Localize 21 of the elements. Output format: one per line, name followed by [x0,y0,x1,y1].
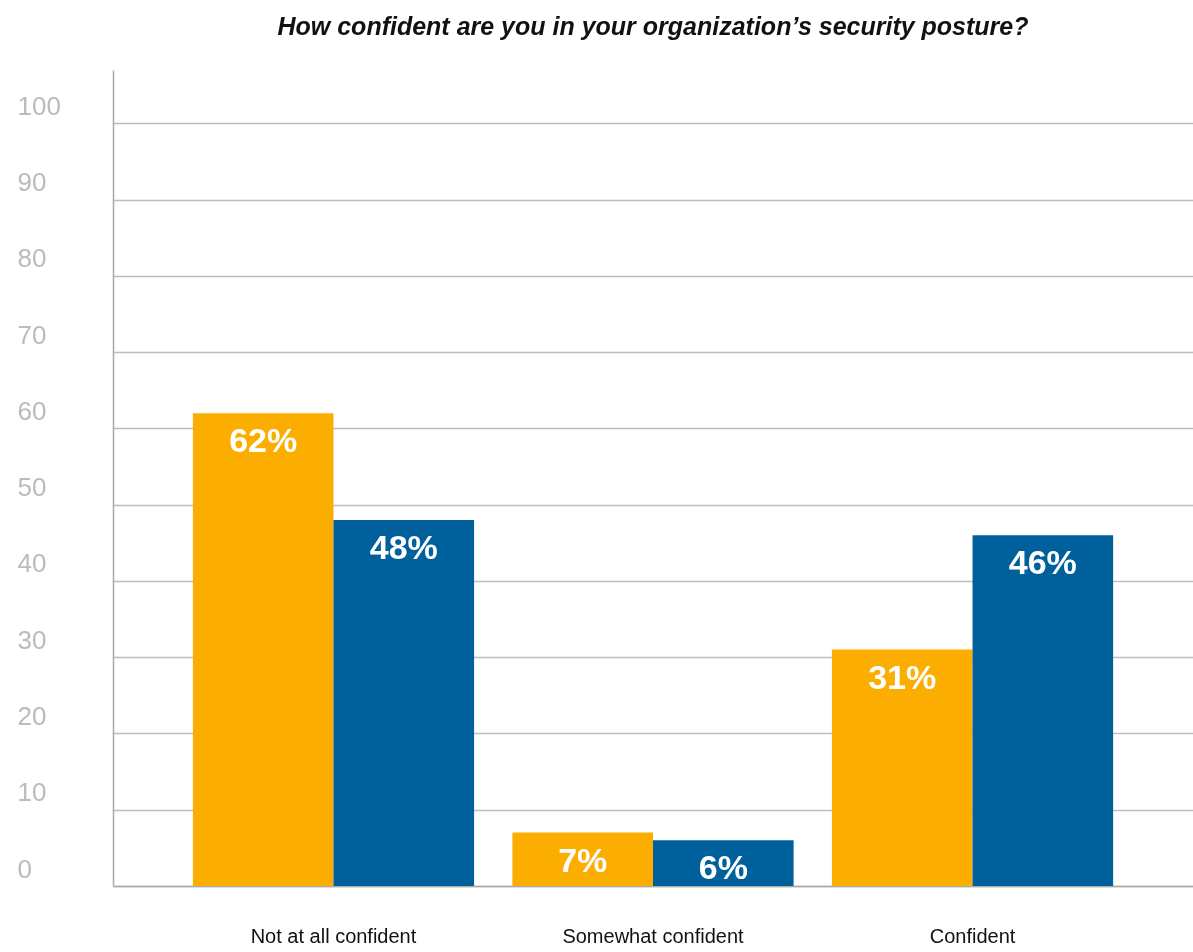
y-tick-label: 30 [17,624,47,655]
y-tick-label: 70 [17,319,47,350]
y-tick-label: 20 [17,700,47,731]
data-label: 6% [698,848,748,887]
y-tick-label: 50 [17,472,47,503]
y-tick-label: 100 [17,90,61,121]
data-label: 48% [369,527,438,566]
y-tick-label: 0 [17,853,32,884]
y-tick-label: 60 [17,395,47,426]
data-label: 31% [868,657,937,696]
chart-title: How confident are you in your organization’s security posture? [277,12,1029,40]
data-label: 46% [1008,543,1077,582]
data-label: 7% [558,840,608,879]
x-tick-label: Not at all confident [250,924,417,947]
x-tick-label: Confident [929,924,1016,947]
y-tick-label: 10 [17,777,47,808]
y-tick-label: 90 [17,167,47,198]
x-tick-label: Somewhat confident [562,924,745,947]
y-tick-label: 80 [17,243,47,274]
y-tick-label: 40 [17,548,47,579]
data-label: 62% [229,421,298,460]
